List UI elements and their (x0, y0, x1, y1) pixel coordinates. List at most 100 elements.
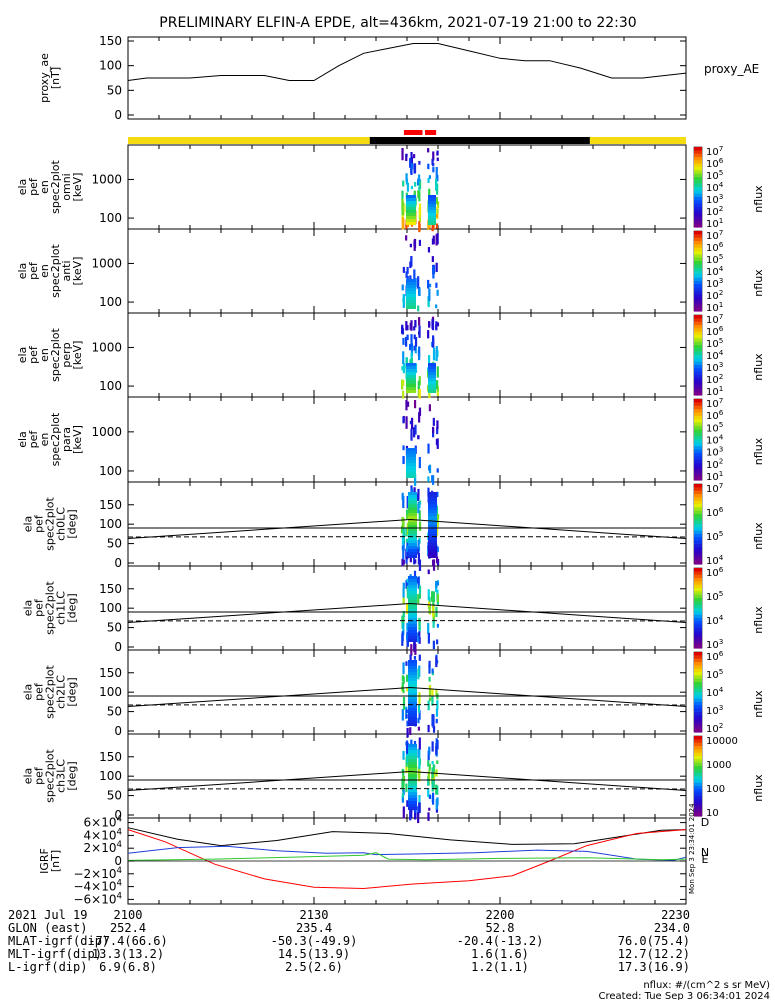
spectrogram-cell (410, 185, 414, 190)
spectrogram-cell (406, 207, 416, 210)
spectrogram-cell (436, 427, 439, 435)
colorbar-cell (694, 614, 702, 619)
spectrogram-cell (408, 696, 417, 699)
spectrogram-cell (436, 438, 439, 449)
sunlight-bar (589, 137, 686, 144)
spectrogram-cell (408, 510, 417, 513)
spectrogram-cell (408, 747, 417, 750)
colorbar-cell (694, 277, 702, 282)
spectrogram-cell (408, 579, 417, 582)
spectrogram-cell (401, 792, 404, 798)
spectrogram-cell (406, 201, 416, 204)
spectrogram-cell (413, 487, 416, 497)
colorbar-tick-label: 101 (706, 300, 723, 314)
spectrogram-cell (436, 201, 440, 209)
spectrogram-cell (402, 750, 405, 760)
spectrogram-cell (436, 366, 439, 378)
spectrogram-cell (406, 469, 416, 472)
spectrogram-cell (406, 578, 409, 583)
axis-value: 12.7(12.2) (618, 947, 690, 961)
spectrogram-cell (432, 417, 435, 426)
spectrogram-cell (408, 594, 417, 597)
spectrogram-cell (410, 343, 414, 356)
colorbar-cell (694, 345, 702, 349)
spectrogram-cell (413, 427, 416, 438)
spectrogram-cell (431, 475, 435, 485)
loss-cone-line (127, 603, 687, 624)
colorbar-tick-label: 104 (706, 180, 724, 194)
spectrogram-cell (402, 528, 405, 542)
spectrogram-cell (401, 682, 404, 691)
spectrogram-cell (406, 509, 409, 517)
colorbar-tick-label: 106 (706, 505, 724, 519)
spectrogram-cell (408, 612, 417, 615)
spectrogram-cell (408, 792, 417, 795)
igrf-tick-label: 6×104 (84, 815, 122, 830)
spectrogram-cell (413, 345, 416, 351)
spectrogram-cell (408, 744, 417, 747)
spectrogram-cell (431, 238, 435, 245)
spectrogram-cell (401, 325, 404, 334)
spectrogram-cell (406, 291, 416, 294)
colorbar-tick-label: 104 (706, 613, 724, 627)
spectrogram-cell (432, 591, 436, 602)
spectrogram-cell (406, 294, 416, 297)
spectrogram-ylabel: spec2plot (49, 160, 62, 214)
spectrogram-ylabel: spec2plot (44, 581, 57, 635)
spectrogram-cell (428, 519, 437, 522)
spectrogram-cell (427, 589, 430, 601)
colorbar-cell (694, 641, 702, 646)
spectrogram-cell (406, 375, 416, 378)
spectrogram-cell (408, 693, 417, 696)
spectrogram-cell (418, 766, 421, 779)
axis-value: -50.3(-49.9) (271, 934, 358, 948)
spectrogram-cell (436, 514, 440, 520)
spectrogram-cell (408, 624, 417, 627)
spectrogram-cell (428, 198, 436, 201)
colorbar-tick-label: 106 (706, 408, 724, 422)
colorbar-cell (694, 736, 702, 740)
spectrogram-cell (408, 660, 417, 663)
spectrogram-cell (408, 795, 417, 798)
spectrogram-cell (432, 559, 436, 571)
spectrogram-cell (428, 507, 437, 510)
spectrogram-cell (431, 426, 435, 433)
colorbar-cell (694, 672, 702, 676)
spectrogram-cell (418, 502, 421, 509)
colorbar-tick-label: 102 (706, 372, 723, 386)
axis-value: 13.3(13.2) (92, 947, 164, 961)
colorbar-cell (694, 281, 702, 285)
spectrogram-cell (428, 465, 431, 471)
colorbar-label: nflux (752, 185, 765, 213)
pitch-tick-label: 100 (99, 769, 122, 783)
colorbar-cell (694, 304, 702, 309)
spectrogram-cell (431, 695, 434, 706)
spectrogram-cell (418, 457, 421, 469)
spectrogram-cell (401, 522, 405, 527)
pitch-tick-label: 100 (99, 517, 122, 531)
spectrogram-cell (417, 503, 420, 514)
spectrogram-cell (427, 700, 430, 711)
spectrogram-cell (428, 528, 437, 531)
colorbar-cell (694, 207, 702, 211)
spectrogram-cell (402, 559, 405, 565)
colorbar-cell (694, 173, 702, 178)
spectrogram-cell (417, 435, 420, 440)
colorbar-cell (694, 494, 702, 498)
spectrogram-cell (408, 609, 417, 612)
spectrogram-cell (413, 642, 416, 650)
spectrogram-cell (436, 660, 439, 664)
spectrogram-cell (427, 724, 430, 733)
spectrogram-cell (406, 363, 416, 366)
colorbar-cell (694, 193, 702, 198)
spectrogram-cell (408, 627, 417, 630)
energy-tick-label: 100 (99, 211, 122, 225)
spectrogram-cell (409, 727, 412, 736)
spectrogram-cell (431, 741, 434, 752)
spectrogram-cell (428, 552, 437, 555)
colorbar-cell (694, 284, 702, 289)
spectrogram-cell (405, 533, 408, 537)
science-zone-marker (403, 130, 423, 135)
spectrogram-cell (431, 780, 434, 792)
spectrogram-cell (408, 498, 417, 501)
